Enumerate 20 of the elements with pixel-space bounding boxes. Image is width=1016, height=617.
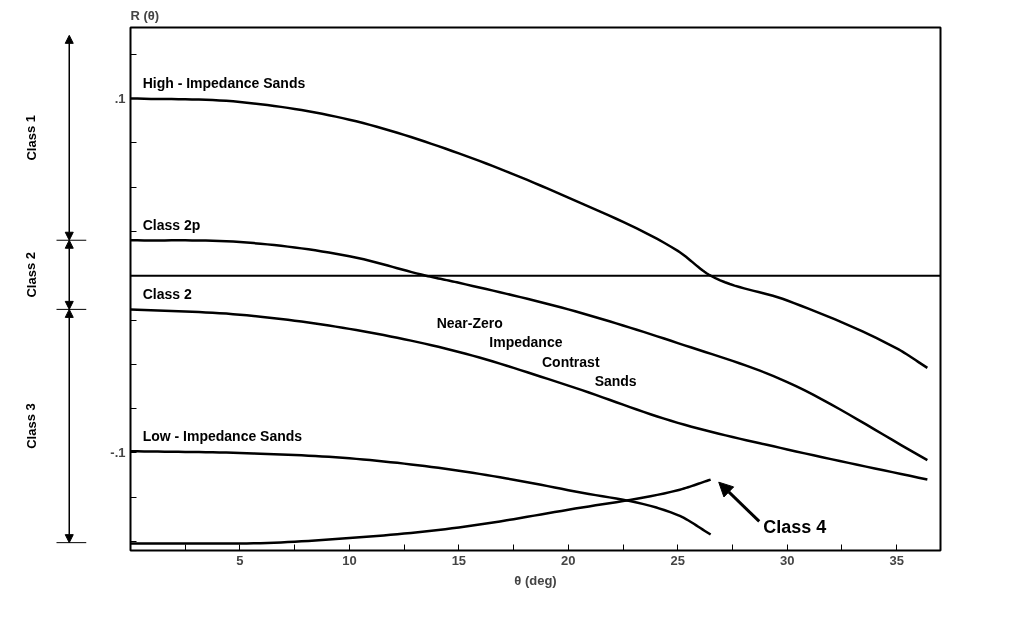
text: Class 1: [23, 115, 39, 161]
x-tick-label: 10: [342, 552, 357, 568]
y-tick-label: .1: [114, 90, 126, 106]
x-tick-label: 35: [889, 552, 904, 568]
x-axis-title: θ (deg): [514, 572, 557, 588]
y-tick-label: -.1: [110, 445, 126, 461]
text: Class 4: [763, 516, 827, 537]
x-tick-label: 5: [236, 552, 244, 568]
legend-label: Class 2p: [142, 216, 201, 233]
x-tick-label: 25: [670, 552, 686, 568]
series-label: Class 2: [142, 285, 192, 302]
text: Class 3: [23, 403, 39, 449]
y-axis-title: R (θ): [130, 7, 160, 23]
x-tick-label: 20: [561, 552, 576, 568]
series-label: High - Impedance Sands: [142, 74, 306, 91]
x-tick-label: 30: [780, 552, 795, 568]
text: Class 2: [23, 252, 39, 298]
annotation: Near-Zero Impedance Contrast Sands: [436, 314, 637, 390]
x-tick-label: 15: [451, 552, 467, 568]
series-label: Low - Impedance Sands: [142, 427, 303, 444]
